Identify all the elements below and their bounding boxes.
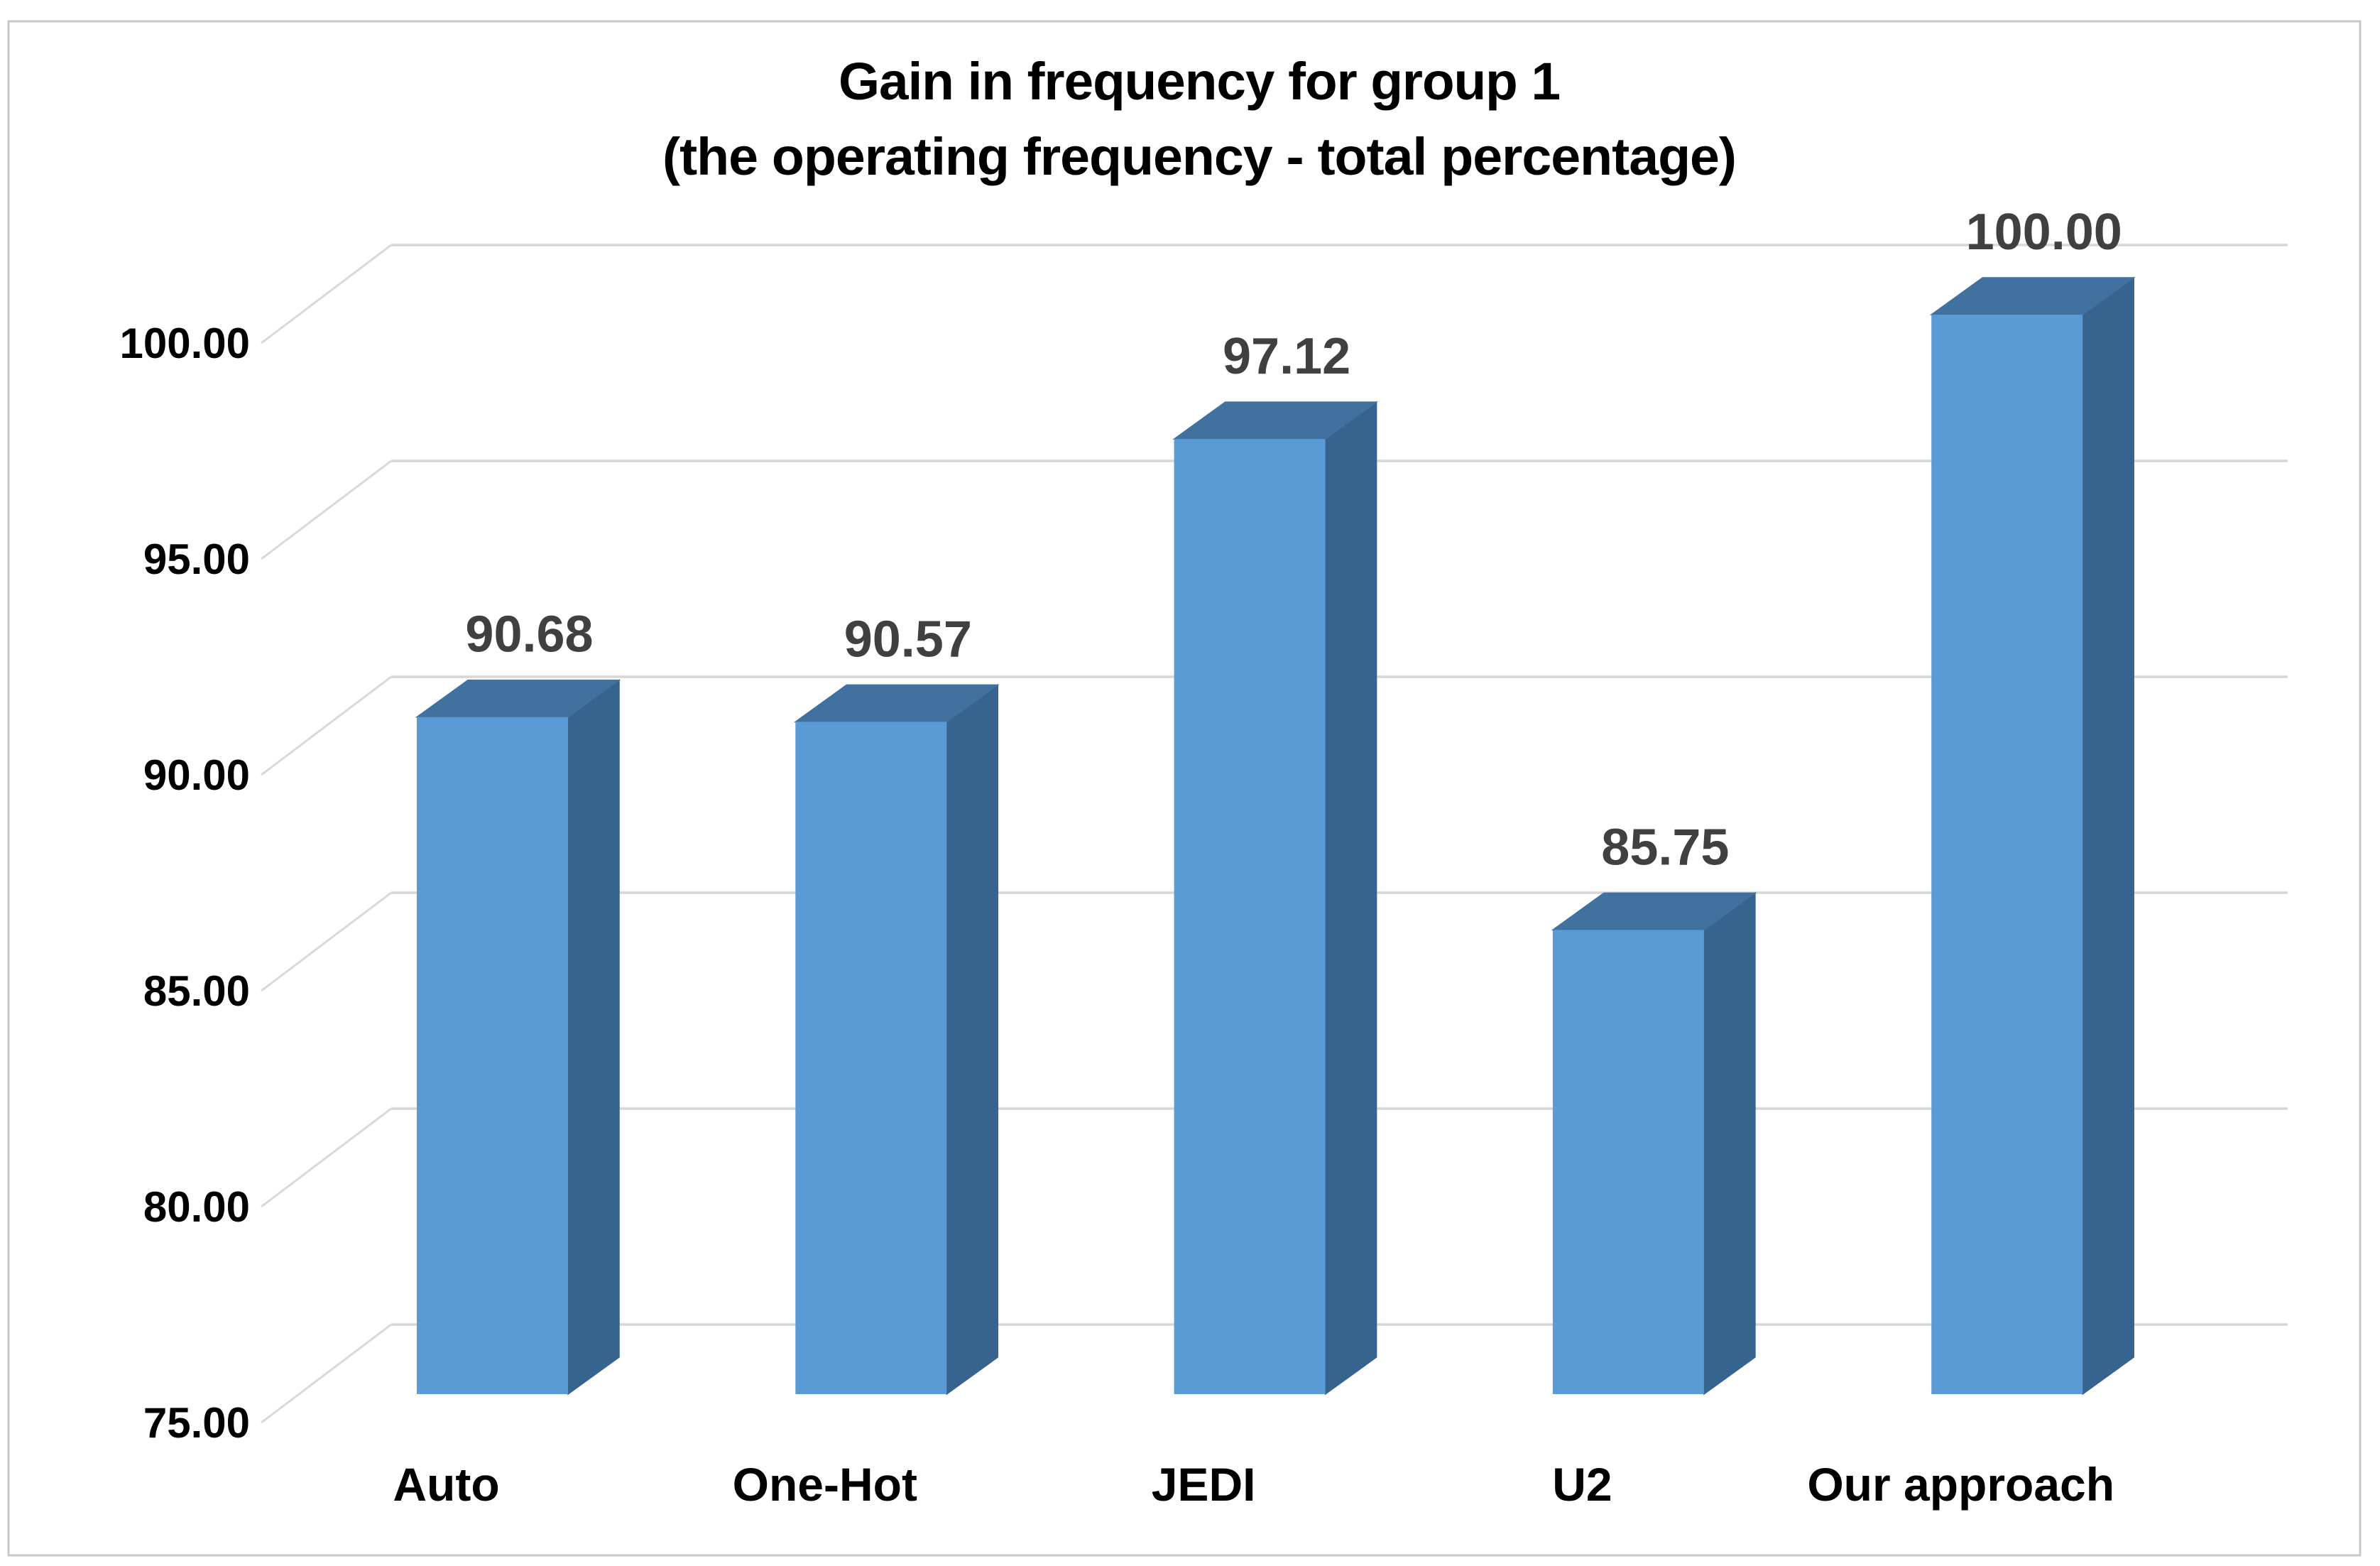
bar-one-hot xyxy=(793,683,1000,1396)
bar-front-face xyxy=(1931,315,2083,1394)
gridline-depth-connector xyxy=(261,1107,392,1208)
category-label-auto: Auto xyxy=(393,1458,499,1511)
chart-title-line-2: (the operating frequency - total percent… xyxy=(662,127,1736,186)
bar-front-face xyxy=(795,722,947,1394)
chart-border xyxy=(7,20,2362,1557)
y-axis-tick-label: 85.00 xyxy=(143,967,250,1015)
category-label-u2: U2 xyxy=(1552,1458,1612,1511)
y-axis-tick-label: 90.00 xyxy=(143,751,250,799)
y-axis-tick-label: 75.00 xyxy=(143,1399,250,1447)
gridline-depth-connector xyxy=(261,675,392,776)
bar-side-face xyxy=(1703,891,1756,1396)
bar-u2 xyxy=(1551,891,1757,1396)
bars-group xyxy=(415,276,2136,1396)
value-labels-group: 90.68 90.57 97.12 85.75 100.00 xyxy=(465,204,2122,876)
gridline-depth-connector xyxy=(261,891,392,992)
bar-jedi xyxy=(1172,401,1378,1396)
y-axis-tick-labels-group: 100.00 95.00 90.00 85.00 80.00 75.00 xyxy=(119,320,250,1447)
value-label-auto: 90.68 xyxy=(465,607,593,663)
bar-side-face xyxy=(1324,401,1377,1396)
value-label-jedi: 97.12 xyxy=(1223,328,1350,385)
bar-side-face xyxy=(567,679,620,1396)
value-label-u2: 85.75 xyxy=(1601,819,1729,876)
category-label-jedi: JEDI xyxy=(1152,1458,1256,1511)
value-label-one-hot: 90.57 xyxy=(844,611,972,668)
bar-front-face xyxy=(1174,439,1326,1394)
category-label-our-approach: Our approach xyxy=(1807,1458,2114,1511)
y-axis-tick-label: 100.00 xyxy=(119,320,250,367)
chart-title-line-1: Gain in frequency for group 1 xyxy=(839,52,1560,111)
y-axis-tick-label: 95.00 xyxy=(143,535,250,583)
bar-our-approach xyxy=(1929,276,2136,1396)
category-label-one-hot: One-Hot xyxy=(733,1458,917,1511)
bar-auto xyxy=(415,679,621,1396)
y-axis-tick-label: 80.00 xyxy=(143,1183,250,1231)
value-label-our-approach: 100.00 xyxy=(1966,204,2122,261)
gridline-depth-connector xyxy=(261,460,392,560)
bar-side-face xyxy=(2082,276,2134,1396)
bar-side-face xyxy=(946,683,999,1396)
gridline-depth-connector xyxy=(261,1323,392,1424)
gridline-depth-connector xyxy=(261,244,392,344)
bar-front-face xyxy=(417,717,568,1394)
bar-front-face xyxy=(1552,930,1704,1394)
category-labels-group: Auto One-Hot JEDI U2 Our approach xyxy=(393,1458,2114,1511)
